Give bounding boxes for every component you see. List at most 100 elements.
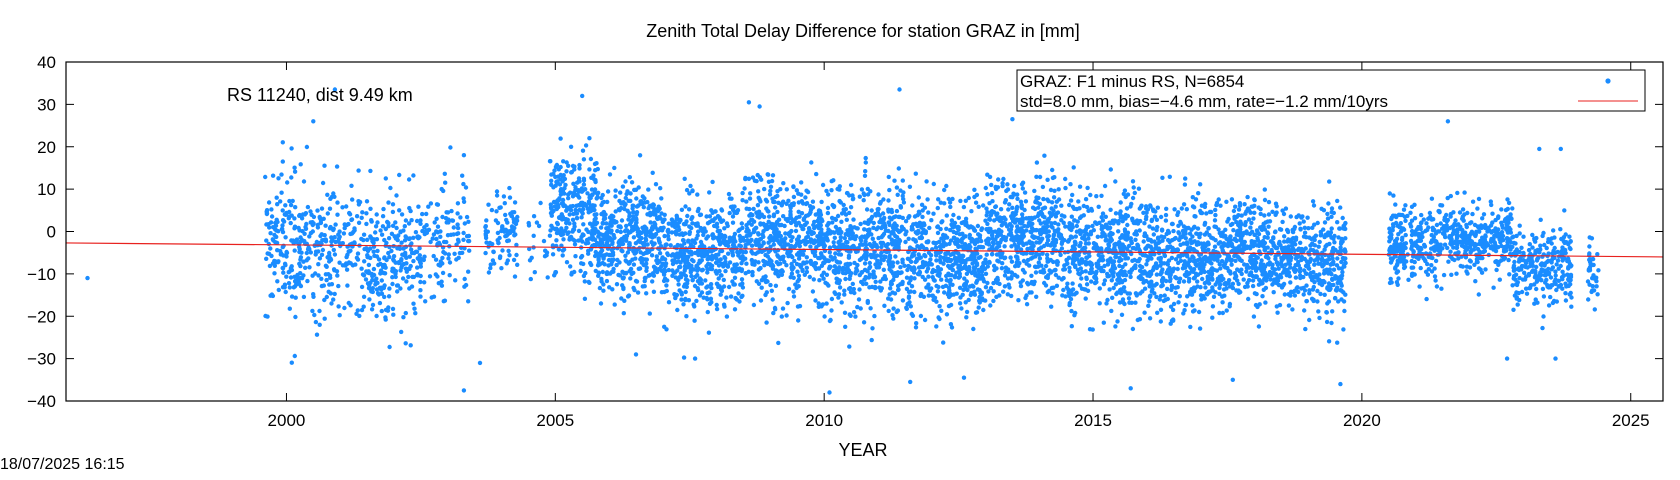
- data-point: [356, 220, 362, 225]
- data-point: [268, 220, 274, 225]
- data-point: [1092, 280, 1098, 286]
- data-point: [1089, 266, 1094, 271]
- data-point: [874, 265, 879, 270]
- data-point: [642, 284, 647, 289]
- data-point: [1015, 192, 1020, 197]
- data-point: [934, 283, 939, 289]
- data-point: [1123, 262, 1128, 267]
- data-point: [274, 217, 279, 222]
- data-point: [272, 271, 277, 276]
- data-point: [568, 264, 573, 269]
- data-point: [672, 270, 678, 275]
- data-point: [549, 223, 554, 228]
- data-point: [687, 250, 692, 255]
- data-point: [691, 302, 696, 307]
- data-point: [736, 291, 741, 296]
- data-point: [662, 212, 667, 217]
- data-point: [662, 217, 667, 222]
- data-point: [796, 284, 801, 289]
- data-point: [717, 268, 722, 274]
- data-point: [1077, 215, 1083, 221]
- data-point: [677, 227, 682, 232]
- data-point: [979, 226, 985, 231]
- data-point: [281, 253, 286, 258]
- data-point: [714, 306, 720, 312]
- data-point: [447, 273, 452, 278]
- data-point: [799, 211, 805, 216]
- data-point: [770, 173, 776, 178]
- data-point: [373, 230, 378, 235]
- data-point: [819, 304, 824, 309]
- data-point: [266, 200, 272, 205]
- data-point: [325, 211, 330, 216]
- data-point: [701, 232, 706, 238]
- data-point: [731, 234, 736, 240]
- data-point: [790, 235, 795, 240]
- data-point: [869, 337, 874, 343]
- data-point: [628, 191, 633, 196]
- data-point: [1031, 235, 1037, 240]
- data-point: [926, 210, 931, 215]
- data-point: [611, 257, 616, 262]
- data-point: [307, 234, 312, 239]
- data-point: [1202, 262, 1207, 267]
- data-point: [951, 235, 957, 240]
- data-point: [944, 235, 950, 240]
- data-point: [646, 187, 651, 192]
- data-point: [570, 203, 575, 209]
- data-point: [799, 263, 804, 268]
- data-point: [1059, 235, 1065, 241]
- data-point: [659, 196, 664, 201]
- data-point: [1120, 233, 1125, 238]
- data-point: [440, 255, 445, 261]
- data-point: [1169, 283, 1175, 288]
- data-point: [987, 174, 993, 180]
- data-point: [814, 245, 819, 250]
- data-point: [651, 264, 657, 269]
- data-point: [413, 311, 418, 316]
- data-point: [280, 218, 286, 223]
- data-point: [1027, 263, 1032, 268]
- data-point: [851, 217, 856, 222]
- data-point: [758, 221, 763, 226]
- data-point: [866, 275, 872, 280]
- data-point: [774, 260, 779, 265]
- data-point: [819, 199, 824, 205]
- data-point: [1070, 192, 1075, 198]
- data-point: [320, 180, 326, 186]
- data-point: [379, 232, 385, 237]
- data-point: [622, 298, 627, 303]
- data-point: [422, 280, 427, 285]
- data-point: [863, 160, 868, 165]
- data-point: [808, 258, 813, 264]
- data-point: [629, 180, 635, 185]
- data-point: [393, 271, 398, 276]
- data-point: [596, 190, 601, 195]
- data-point: [455, 222, 460, 227]
- data-point: [1010, 205, 1015, 210]
- data-point: [361, 294, 367, 299]
- data-point: [1166, 258, 1172, 263]
- data-point: [362, 259, 367, 264]
- data-point: [599, 276, 604, 282]
- data-point: [597, 261, 603, 266]
- data-point: [603, 212, 608, 217]
- data-point: [378, 268, 384, 273]
- data-point: [560, 232, 566, 237]
- data-point: [675, 307, 680, 313]
- data-point: [882, 303, 887, 308]
- data-point: [1056, 222, 1061, 227]
- data-point: [718, 273, 724, 278]
- data-point: [461, 181, 466, 187]
- data-point: [1099, 193, 1104, 198]
- data-point: [795, 279, 800, 284]
- data-point: [808, 210, 813, 215]
- data-point: [771, 199, 776, 205]
- data-point: [1067, 221, 1072, 226]
- data-point: [289, 175, 294, 180]
- data-point: [1167, 239, 1172, 245]
- data-point: [786, 252, 791, 257]
- data-point: [704, 295, 709, 301]
- data-point: [553, 270, 558, 275]
- data-point: [946, 303, 952, 309]
